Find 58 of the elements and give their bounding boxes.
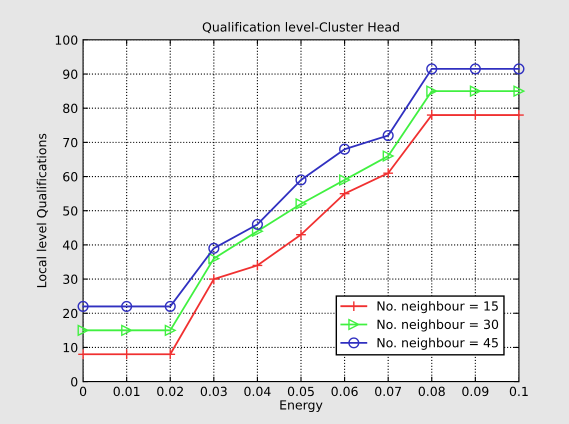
x-tick-label: 0.06: [331, 386, 358, 396]
y-tick-label: 50: [63, 206, 78, 216]
x-tick-label: 0.08: [418, 386, 445, 396]
x-tick-label: 0.01: [114, 386, 140, 396]
point: [382, 150, 394, 162]
x-tick-label: 0.03: [200, 386, 227, 396]
point: [513, 63, 524, 74]
point: [208, 242, 220, 254]
point: [470, 86, 481, 97]
y-tick-label: 80: [63, 104, 78, 114]
point: [252, 260, 263, 271]
point: [295, 229, 307, 240]
point: [208, 274, 220, 285]
point: [339, 144, 350, 155]
legend-label: No. neighbour = 30: [378, 319, 498, 332]
point: [339, 174, 350, 186]
x-tick-label: 0.07: [375, 386, 402, 396]
point: [470, 63, 481, 74]
point: [78, 300, 89, 312]
y-tick-label: 0: [71, 377, 78, 387]
x-tick-label: 0.1: [510, 386, 528, 396]
point: [470, 109, 481, 121]
point: [164, 300, 176, 312]
point: [295, 174, 307, 186]
x-tick-label: 0.05: [288, 386, 314, 396]
point: [78, 324, 89, 336]
x-tick-label: 0: [80, 386, 86, 396]
point: [426, 63, 438, 74]
point: [382, 130, 394, 142]
point: [252, 226, 263, 237]
chart-title: Qualification level-Cluster Head: [202, 22, 399, 34]
y-tick-label: 40: [62, 240, 78, 250]
point: [252, 218, 263, 230]
y-tick-label: 70: [63, 138, 78, 148]
legend-label: No. neighbour = 15: [378, 301, 498, 314]
y-tick-label: 20: [63, 308, 78, 318]
y-axis-title: Local level Qualifications: [36, 134, 48, 288]
point: [208, 253, 220, 264]
point: [513, 109, 524, 121]
point: [121, 300, 132, 312]
x-tick-label: 0.02: [157, 386, 183, 396]
x-axis-title: Energy: [280, 400, 323, 412]
legend-label: No. neighbour = 45: [378, 338, 498, 350]
point: [513, 86, 524, 97]
y-tick-label: 100: [56, 35, 78, 45]
y-tick-label: 10: [64, 342, 78, 352]
y-tick-label: 60: [63, 172, 78, 182]
x-tick-label: 0.04: [244, 386, 271, 396]
x-tick-label: 0.09: [462, 386, 488, 396]
point: [426, 109, 438, 121]
point: [295, 198, 307, 210]
point: [426, 86, 438, 97]
y-tick-label: 30: [63, 274, 78, 284]
point: [339, 188, 350, 200]
point: [164, 324, 176, 336]
point: [382, 168, 394, 179]
y-tick-label: 90: [63, 70, 78, 79]
point: [121, 324, 132, 336]
